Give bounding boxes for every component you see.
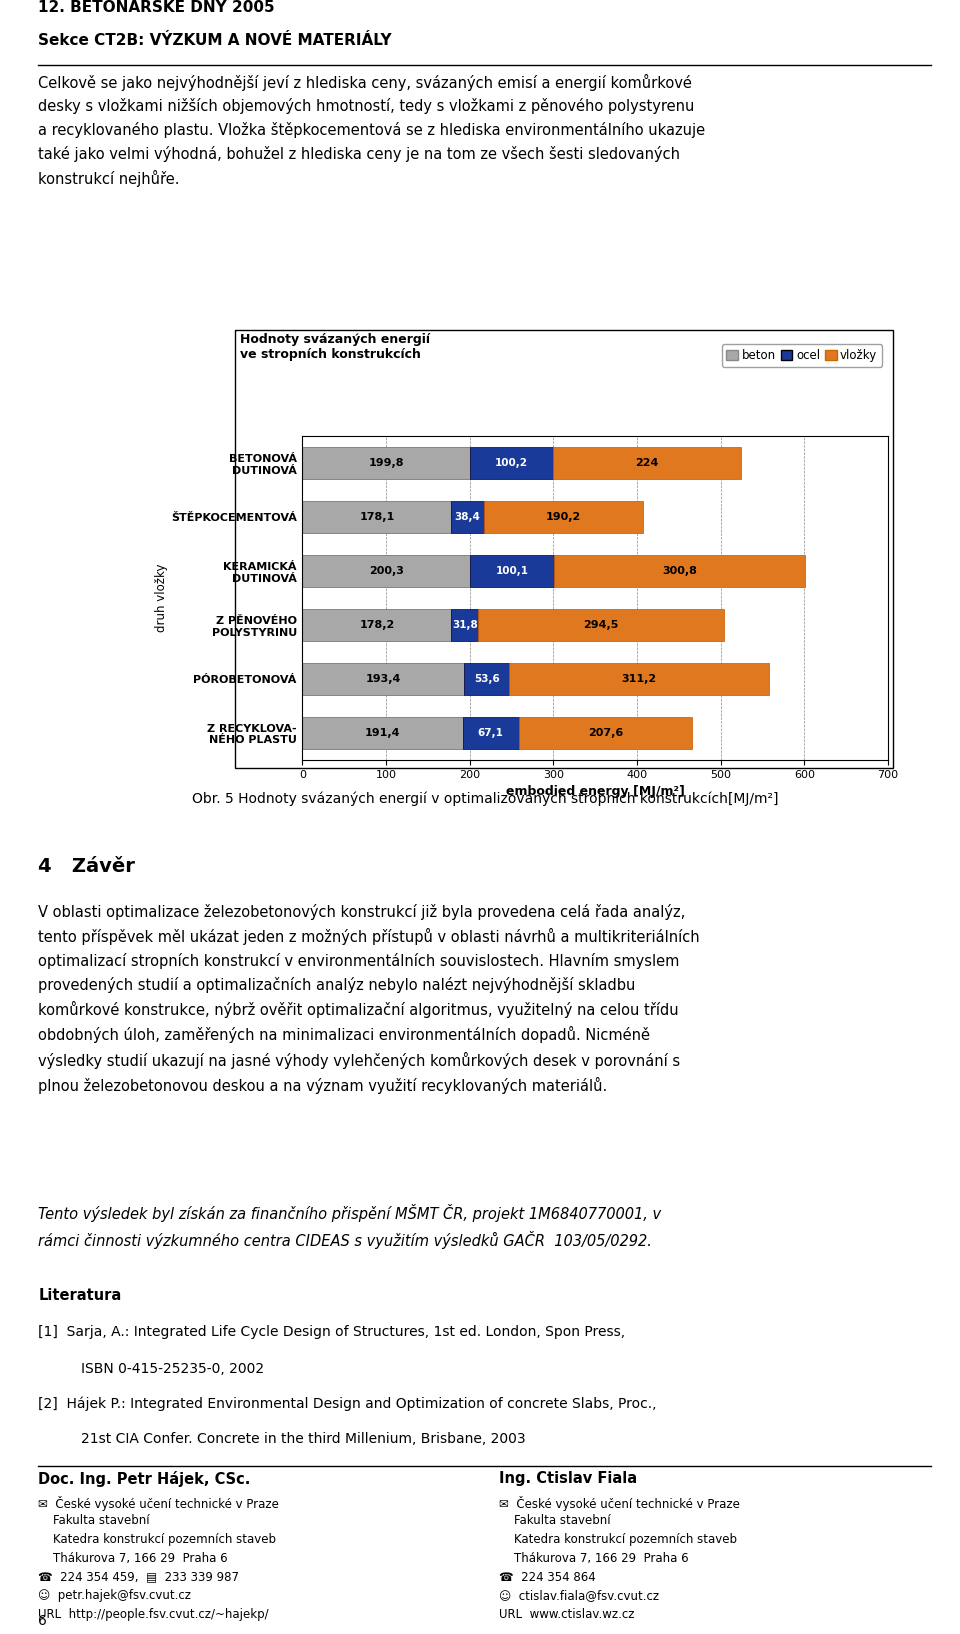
Bar — [451, 502, 484, 533]
Text: 207,6: 207,6 — [588, 727, 623, 739]
Text: 294,5: 294,5 — [584, 619, 619, 631]
Text: 100,2: 100,2 — [495, 458, 528, 469]
Text: Literatura: Literatura — [38, 1288, 122, 1302]
Bar — [302, 609, 451, 641]
Text: Doc. Ing. Petr Hájek, CSc.: Doc. Ing. Petr Hájek, CSc. — [38, 1471, 251, 1487]
Bar — [465, 663, 509, 694]
Text: 6: 6 — [38, 1614, 47, 1627]
Text: Obr. 5 Hodnoty svázaných energií v optimalizovaných stropních konstrukcích[MJ/m²: Obr. 5 Hodnoty svázaných energií v optim… — [192, 792, 778, 806]
Text: 53,6: 53,6 — [473, 673, 499, 685]
Text: ☺  ctislav.fiala@fsv.cvut.cz: ☺ ctislav.fiala@fsv.cvut.cz — [499, 1590, 660, 1603]
Text: ✉  České vysoké učení technické v Praze: ✉ České vysoké učení technické v Praze — [38, 1495, 279, 1510]
Bar — [469, 448, 553, 479]
Text: 21st CIA Confer. Concrete in the third Millenium, Brisbane, 2003: 21st CIA Confer. Concrete in the third M… — [82, 1431, 526, 1446]
Text: Hodnoty svázaných energií
ve stropních konstrukcích: Hodnoty svázaných energií ve stropních k… — [240, 333, 430, 361]
Text: 200,3: 200,3 — [369, 565, 403, 577]
Text: Thákurova 7, 166 29  Praha 6: Thákurova 7, 166 29 Praha 6 — [38, 1552, 228, 1565]
Text: 100,1: 100,1 — [495, 565, 528, 577]
Text: 12. BETONÁŘSKÉ DNY 2005: 12. BETONÁŘSKÉ DNY 2005 — [38, 0, 275, 15]
Text: 4   Závěr: 4 Závěr — [38, 856, 135, 876]
Bar — [518, 717, 692, 748]
Text: 178,2: 178,2 — [359, 619, 395, 631]
Text: URL  www.ctislav.wz.cz: URL www.ctislav.wz.cz — [499, 1608, 635, 1621]
Bar — [302, 663, 465, 694]
Text: ☎  224 354 864: ☎ 224 354 864 — [499, 1570, 596, 1583]
Bar — [463, 717, 518, 748]
Text: Ing. Ctislav Fiala: Ing. Ctislav Fiala — [499, 1471, 637, 1485]
Bar — [554, 556, 805, 587]
Bar — [509, 663, 769, 694]
Bar — [470, 556, 554, 587]
Text: ✉  České vysoké učení technické v Praze: ✉ České vysoké učení technické v Praze — [499, 1495, 740, 1510]
Bar — [451, 609, 478, 641]
Text: ISBN 0-415-25235-0, 2002: ISBN 0-415-25235-0, 2002 — [82, 1361, 264, 1376]
Text: Katedra konstrukcí pozemních staveb: Katedra konstrukcí pozemních staveb — [499, 1533, 737, 1546]
Text: 191,4: 191,4 — [365, 727, 400, 739]
Bar — [484, 502, 642, 533]
Text: Thákurova 7, 166 29  Praha 6: Thákurova 7, 166 29 Praha 6 — [499, 1552, 689, 1565]
Text: 67,1: 67,1 — [478, 727, 504, 739]
Bar — [302, 717, 463, 748]
Text: 224: 224 — [636, 458, 659, 469]
Text: 199,8: 199,8 — [369, 458, 404, 469]
Bar — [302, 556, 470, 587]
Text: 178,1: 178,1 — [359, 511, 395, 523]
Text: 193,4: 193,4 — [366, 673, 401, 685]
Bar — [478, 609, 725, 641]
Text: 190,2: 190,2 — [545, 511, 581, 523]
Text: URL  http://people.fsv.cvut.cz/~hajekp/: URL http://people.fsv.cvut.cz/~hajekp/ — [38, 1608, 269, 1621]
Legend: beton, ocel, vložky: beton, ocel, vložky — [722, 345, 882, 366]
Text: Sekce CT2B: VÝZKUM A NOVÉ MATERIÁLY: Sekce CT2B: VÝZKUM A NOVÉ MATERIÁLY — [38, 33, 392, 49]
Text: 38,4: 38,4 — [454, 511, 480, 523]
X-axis label: embodied energy [MJ/m²]: embodied energy [MJ/m²] — [506, 784, 684, 797]
Text: [2]  Hájek P.: Integrated Environmental Design and Optimization of concrete Slab: [2] Hájek P.: Integrated Environmental D… — [38, 1397, 657, 1410]
Text: Fakulta stavební: Fakulta stavební — [38, 1515, 150, 1528]
Text: Katedra konstrukcí pozemních staveb: Katedra konstrukcí pozemních staveb — [38, 1533, 276, 1546]
Text: Fakulta stavební: Fakulta stavební — [499, 1515, 611, 1528]
Text: [1]  Sarja, A.: Integrated Life Cycle Design of Structures, 1st ed. London, Spon: [1] Sarja, A.: Integrated Life Cycle Des… — [38, 1325, 626, 1338]
Text: V oblasti optimalizace železobetonových konstrukcí již byla provedena celá řada : V oblasti optimalizace železobetonových … — [38, 904, 700, 1095]
Text: ☺  petr.hajek@fsv.cvut.cz: ☺ petr.hajek@fsv.cvut.cz — [38, 1590, 191, 1603]
Bar — [302, 448, 469, 479]
Y-axis label: druh vložky: druh vložky — [156, 564, 168, 632]
Bar — [302, 502, 451, 533]
Text: 31,8: 31,8 — [452, 619, 478, 631]
Text: 311,2: 311,2 — [622, 673, 657, 685]
Text: Tento výsledek byl získán za finančního přispění MŠMT ČR, projekt 1M6840770001, : Tento výsledek byl získán za finančního … — [38, 1204, 661, 1250]
Text: 300,8: 300,8 — [662, 565, 697, 577]
Text: Celkově se jako nejvýhodnější jeví z hlediska ceny, svázaných emisí a energií ko: Celkově se jako nejvýhodnější jeví z hle… — [38, 74, 706, 188]
Bar — [553, 448, 741, 479]
Text: ☎  224 354 459,  ▤  233 339 987: ☎ 224 354 459, ▤ 233 339 987 — [38, 1570, 239, 1583]
